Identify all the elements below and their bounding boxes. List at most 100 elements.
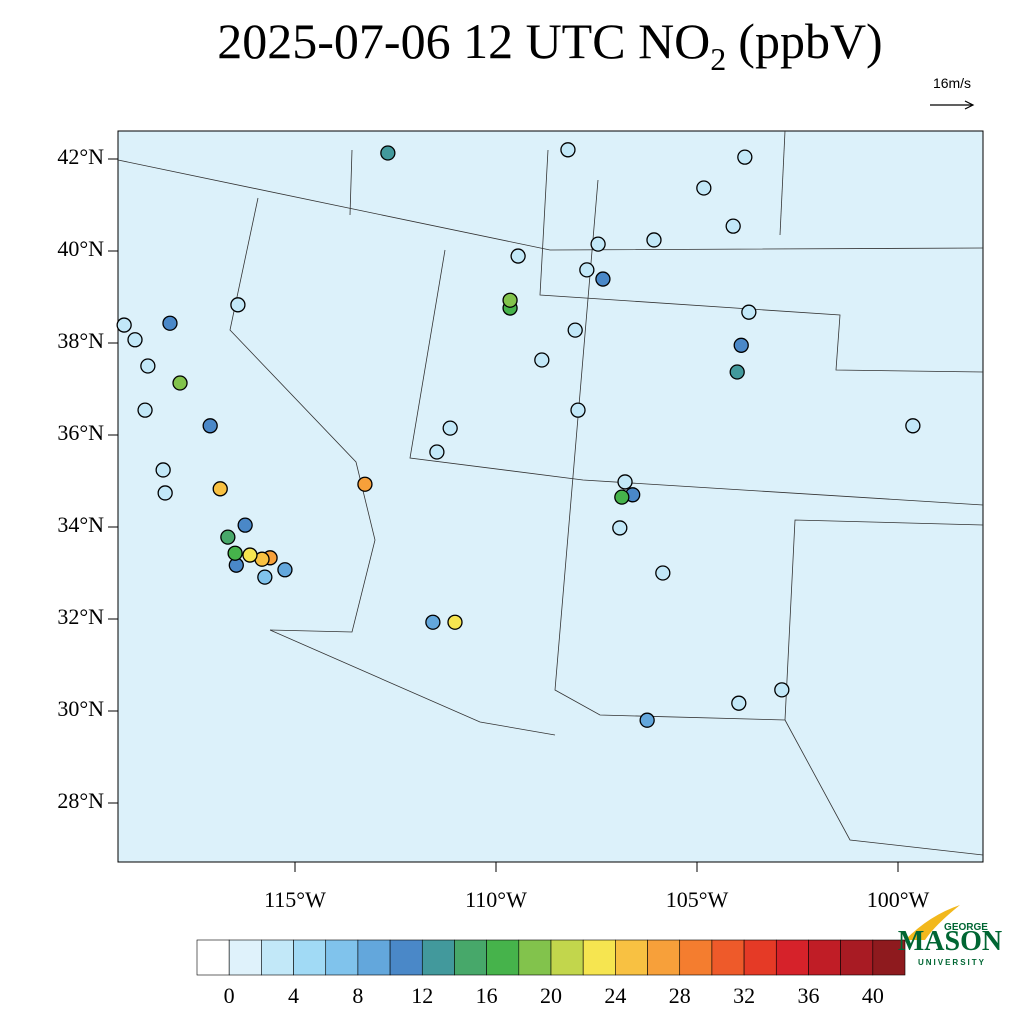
logo: GEORGE MASON UNIVERSITY: [898, 905, 1002, 967]
station: [220, 529, 236, 545]
colorbar-box: [582, 939, 616, 976]
colorbar-box: [389, 939, 423, 976]
lon-label: 100°W: [867, 887, 930, 912]
lat-label: 36°N: [57, 420, 104, 445]
colorbar-box: [808, 939, 841, 976]
station: [614, 489, 630, 505]
station: [230, 297, 246, 313]
colorbar-label: 32: [733, 983, 755, 1008]
wind-reference-label: 16m/s: [933, 75, 971, 91]
station: [570, 402, 586, 418]
colorbar-box: [357, 939, 391, 976]
station: [137, 402, 153, 418]
station: [646, 232, 662, 248]
colorbar-box: [743, 939, 777, 976]
colorbar-box: [615, 939, 648, 976]
station: [737, 149, 753, 165]
station: [425, 614, 441, 630]
colorbar-label: 12: [411, 983, 433, 1008]
station: [447, 614, 463, 630]
station: [612, 520, 628, 536]
station: [442, 420, 458, 436]
station: [227, 545, 243, 561]
colorbar-box: [261, 939, 294, 976]
station: [172, 375, 188, 391]
colorbar-label: 0: [224, 983, 235, 1008]
station: [162, 315, 178, 331]
station: [733, 337, 749, 353]
wind-reference-arrow: [930, 100, 975, 110]
station: [116, 317, 132, 333]
colorbar-label: 8: [352, 983, 363, 1008]
station: [567, 322, 583, 338]
title-unit: (ppbV): [738, 13, 882, 69]
station: [237, 517, 253, 533]
lat-label: 38°N: [57, 328, 104, 353]
station: [257, 569, 273, 585]
station: [429, 444, 445, 460]
station: [725, 218, 741, 234]
lon-label: 110°W: [465, 887, 527, 912]
colorbar-box: [454, 939, 487, 976]
lat-label: 42°N: [57, 144, 104, 169]
colorbar-box: [872, 939, 906, 976]
lat-label: 40°N: [57, 236, 104, 261]
lon-label: 105°W: [666, 887, 729, 912]
title-main: 2025-07-06 12 UTC NO: [217, 13, 710, 69]
station: [639, 712, 655, 728]
colorbar-box: [840, 939, 874, 976]
map-layer: 42°N 40°N 38°N 36°N 34°N 32°N 30°N 28°N 115°W 110…: [57, 142, 930, 1008]
logo-top: GEORGE: [944, 922, 988, 933]
colorbar-label: 40: [862, 983, 884, 1008]
colorbar-box: [518, 939, 552, 976]
station: [905, 418, 921, 434]
station: [212, 481, 228, 497]
colorbar-box: [647, 939, 681, 976]
colorbar-box: [228, 939, 262, 976]
station: [157, 485, 173, 501]
station: [380, 145, 396, 161]
station: [655, 565, 671, 581]
station: [617, 474, 633, 490]
colorbar-box: [293, 939, 327, 976]
colorbar-label: 16: [476, 983, 498, 1008]
logo-bottom: UNIVERSITY: [918, 958, 986, 967]
station: [731, 695, 747, 711]
station: [155, 462, 171, 478]
colorbar-box: [486, 939, 520, 976]
station: [277, 562, 293, 578]
station: [729, 364, 745, 380]
station: [579, 262, 595, 278]
station: [242, 547, 258, 563]
title-subscript: 2: [710, 41, 726, 77]
colorbar-box: [421, 939, 455, 976]
lat-label: 34°N: [57, 512, 104, 537]
station: [560, 142, 576, 158]
colorbar-box: [550, 939, 584, 976]
station: [510, 248, 526, 264]
station: [774, 682, 790, 698]
logo-name: MASON: [898, 926, 1002, 957]
station: [502, 292, 518, 308]
colorbar-label: 36: [797, 983, 819, 1008]
station: [127, 332, 143, 348]
station: [202, 418, 218, 434]
station: [534, 352, 550, 368]
colorbar-box: [775, 939, 809, 976]
station: [590, 236, 606, 252]
borders: [117, 130, 984, 856]
colorbar-box: [711, 939, 745, 976]
map-frame: [117, 130, 984, 863]
lat-label: 30°N: [57, 696, 104, 721]
station: [741, 304, 757, 320]
lat-label: 28°N: [57, 788, 104, 813]
colorbar-box: [679, 939, 713, 976]
colorbar-label: 24: [604, 983, 626, 1008]
colorbar-label: 28: [669, 983, 691, 1008]
colorbar-box: [196, 939, 230, 976]
station: [140, 358, 156, 374]
station: [595, 271, 611, 287]
colorbar-label: 4: [288, 983, 299, 1008]
station: [696, 180, 712, 196]
